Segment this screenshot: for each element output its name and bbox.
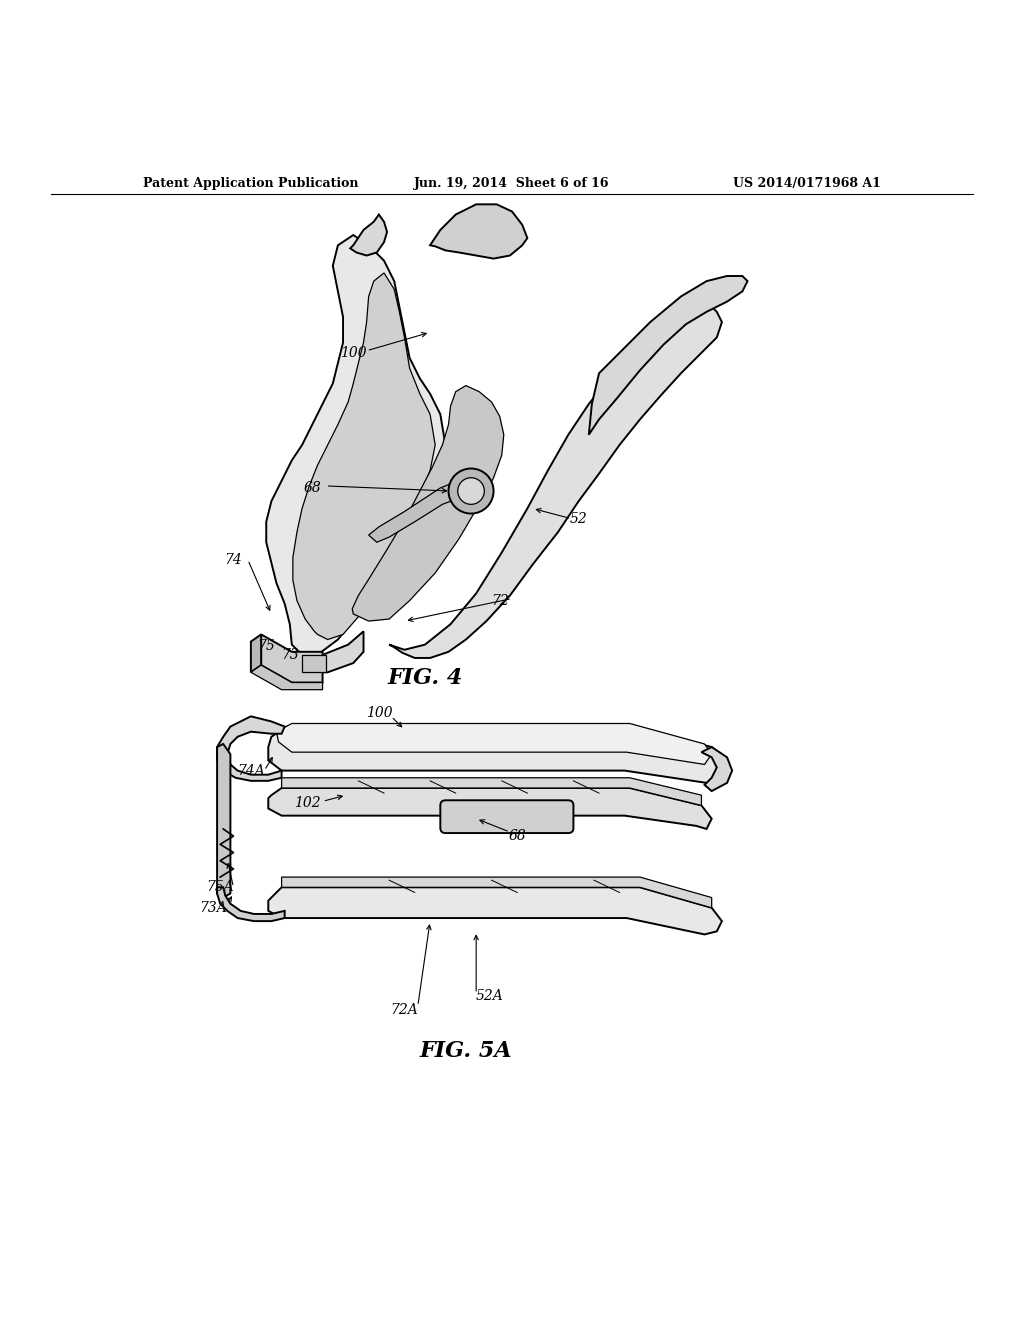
Text: FIG. 5A: FIG. 5A bbox=[420, 1040, 512, 1063]
Text: 100: 100 bbox=[340, 346, 367, 360]
Polygon shape bbox=[251, 635, 261, 672]
Text: Patent Application Publication: Patent Application Publication bbox=[143, 177, 358, 190]
Text: 72: 72 bbox=[490, 594, 509, 607]
Polygon shape bbox=[268, 726, 727, 783]
Text: 68: 68 bbox=[303, 480, 322, 495]
Text: FIG. 4: FIG. 4 bbox=[387, 668, 463, 689]
Text: 52: 52 bbox=[569, 512, 588, 525]
Text: Jun. 19, 2014  Sheet 6 of 16: Jun. 19, 2014 Sheet 6 of 16 bbox=[415, 177, 609, 190]
Text: 100: 100 bbox=[366, 706, 392, 721]
Polygon shape bbox=[251, 665, 323, 689]
Polygon shape bbox=[389, 306, 722, 657]
Text: 75: 75 bbox=[257, 639, 275, 652]
Polygon shape bbox=[352, 385, 504, 622]
Text: 52A: 52A bbox=[475, 989, 504, 1003]
Polygon shape bbox=[293, 273, 435, 639]
Circle shape bbox=[458, 478, 484, 504]
Text: 73: 73 bbox=[281, 648, 299, 661]
Text: 73A: 73A bbox=[199, 900, 227, 915]
Polygon shape bbox=[217, 744, 230, 898]
Polygon shape bbox=[302, 655, 326, 672]
Text: 72A: 72A bbox=[390, 1003, 419, 1018]
Polygon shape bbox=[268, 788, 712, 829]
Polygon shape bbox=[268, 887, 722, 935]
Polygon shape bbox=[282, 876, 712, 908]
Text: 75A: 75A bbox=[206, 880, 234, 895]
Polygon shape bbox=[701, 747, 732, 791]
Polygon shape bbox=[268, 631, 364, 672]
Polygon shape bbox=[589, 276, 748, 434]
Polygon shape bbox=[430, 205, 527, 259]
Text: 74: 74 bbox=[224, 553, 243, 566]
Polygon shape bbox=[282, 777, 701, 805]
Polygon shape bbox=[217, 887, 285, 921]
Polygon shape bbox=[261, 635, 323, 682]
Polygon shape bbox=[369, 484, 456, 543]
Text: US 2014/0171968 A1: US 2014/0171968 A1 bbox=[733, 177, 881, 190]
Text: 74A: 74A bbox=[237, 763, 265, 777]
Polygon shape bbox=[276, 723, 712, 764]
Polygon shape bbox=[266, 235, 445, 655]
Circle shape bbox=[449, 469, 494, 513]
FancyBboxPatch shape bbox=[440, 800, 573, 833]
Polygon shape bbox=[350, 215, 387, 256]
Text: 102: 102 bbox=[294, 796, 321, 810]
Polygon shape bbox=[217, 717, 285, 781]
Text: 68: 68 bbox=[508, 829, 526, 843]
